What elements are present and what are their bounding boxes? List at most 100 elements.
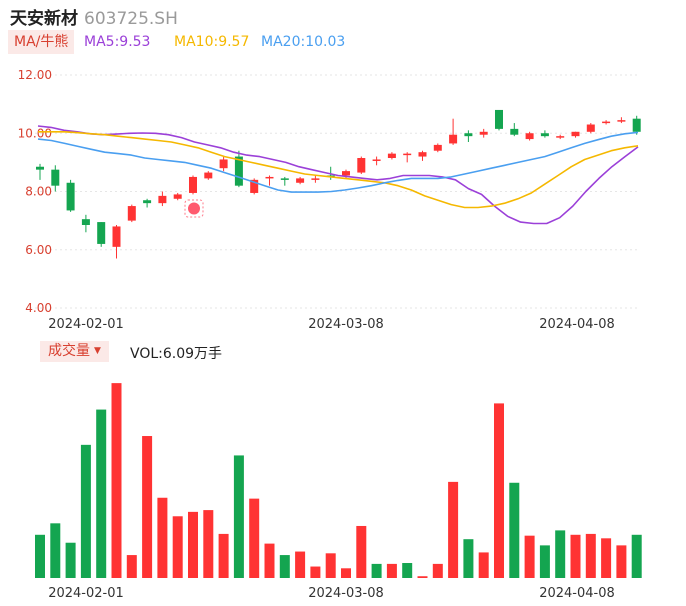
volume-bar [417,576,428,578]
candle-body [632,118,641,132]
volume-bar [203,510,214,578]
volume-bar [310,566,321,578]
candle-body [81,219,90,225]
ma20-line [37,131,639,193]
volume-bar [35,534,45,578]
volume-bar [157,497,168,578]
volume-bar [570,534,581,578]
candle-body [51,169,60,186]
volume-bar [356,525,367,578]
volume-x-axis-label: 2024-04-08 [539,586,615,601]
volume-bar [341,568,351,578]
volume-bar [601,538,612,578]
volume-bar [432,563,443,578]
ma5-label: MA5:9.53 [84,34,151,50]
candle-body [219,159,228,169]
volume-bar [279,555,290,578]
volume-button-label: 成交量 [48,343,90,359]
candle-body [540,133,549,137]
volume-x-axis-label: 2024-02-01 [48,586,124,601]
volume-bar [188,511,198,578]
volume-bar [50,523,61,578]
volume-bar [233,455,244,578]
volume-bar [555,530,566,578]
candle-body [112,226,121,247]
volume-bar [325,553,336,578]
candle-body [234,156,243,186]
volume-bar [509,482,520,578]
candle-body [204,172,213,179]
volume-bar [448,481,459,578]
volume-bar [463,539,474,578]
volume-bar [172,516,183,578]
volume-bar [386,563,397,578]
price-axis-tick-label: 8.00 [25,185,52,199]
volume-bar [218,533,229,578]
price-x-axis-label: 2024-03-08 [308,317,384,332]
stock-header: 天安新材 603725.SH [10,4,178,29]
candle-body [449,134,458,144]
volume-legend: 成交量 ▼ VOL:6.09万手 [40,341,222,363]
price-axis-tick-label: 10.00 [18,126,52,140]
volume-bar [65,542,76,578]
volume-bar [111,383,122,578]
candle-body [495,109,503,129]
candle-body [433,144,442,151]
candle-body [525,133,534,140]
candle-body [296,178,305,183]
candle-body [265,176,274,179]
candle-body [66,182,75,211]
candle-body [387,153,396,159]
candle-body [556,136,565,138]
candle-body [280,178,289,180]
volume-bar [264,543,275,578]
volume-info: VOL:6.09万手 [130,346,223,362]
event-marker-frame [184,199,204,218]
price-axis-tick-label: 12.00 [18,68,52,82]
candle-body [97,222,106,244]
volume-bar [402,563,413,578]
ma-legend: MA/牛熊 MA5:9.53 MA10:9.57 MA20:10.03 [8,30,345,54]
volume-bar [631,534,642,578]
candle-body [403,153,412,156]
ma5-line [37,125,639,225]
candle-body [510,128,519,135]
candle-body [571,131,580,137]
volume-bar [80,444,91,578]
volume-bar [371,563,382,578]
volume-bar [539,545,550,578]
candle-body [127,206,136,221]
price-x-axis-label: 2024-02-01 [48,317,124,332]
candle-body [479,131,488,135]
volume-bar [96,409,107,578]
event-marker-icon [188,202,200,215]
price-axis-tick-label: 6.00 [25,243,52,257]
stock-name: 天安新材 [10,9,78,29]
candle-body [158,195,167,204]
candle-body [357,158,366,173]
candle-body [36,166,44,170]
candle-body [250,179,259,193]
price-axis-tick-label: 4.00 [25,301,52,315]
candle-body [173,194,182,199]
ma10-line [38,131,639,209]
stock-code: 603725.SH [84,9,178,29]
candle-body [617,120,626,122]
volume-x-axis-label: 2024-03-08 [308,586,384,601]
volume-bar [295,551,306,578]
price-x-axis-label: 2024-04-08 [539,317,615,332]
volume-indicator-button[interactable]: 成交量 ▼ [40,341,109,362]
volume-bar [585,533,596,578]
candle-body [342,171,350,176]
indicator-selector-button[interactable]: MA/牛熊 [8,30,75,54]
ma20-label: MA20:10.03 [261,34,346,50]
volume-bar [494,403,504,578]
caret-down-icon: ▼ [94,346,101,356]
candle-body [372,159,381,161]
volume-bar [249,498,260,578]
candle-body [602,121,611,124]
volume-bar [142,436,153,578]
ma10-label: MA10:9.57 [174,34,250,50]
volume-bar [616,545,627,578]
